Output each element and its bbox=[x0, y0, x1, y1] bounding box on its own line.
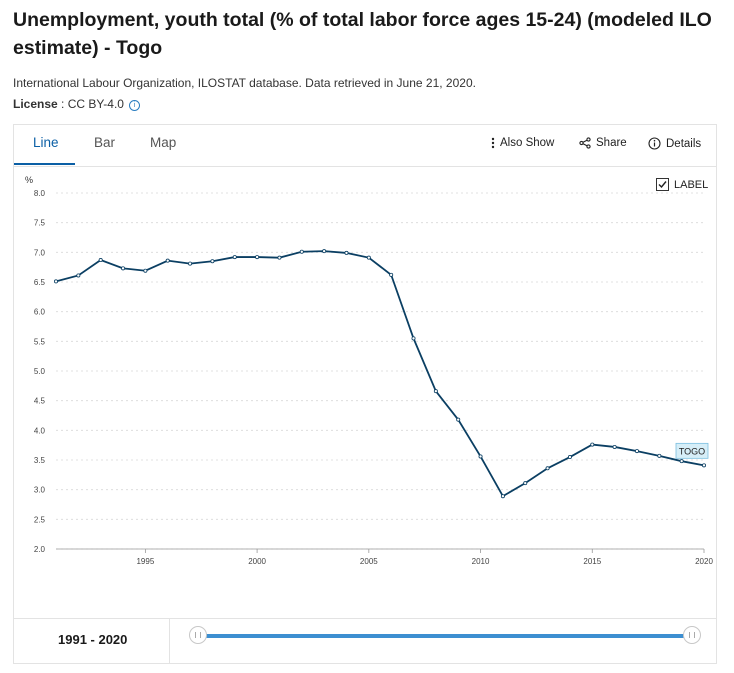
range-slider-end-handle[interactable] bbox=[683, 626, 701, 644]
y-tick-label: 4.0 bbox=[34, 426, 46, 435]
y-axis-ticks: 2.0 2.5 3.0 3.5 4.0 4.5 5.0 5.5 6.0 6.5 7.0 7.5 8.0 bbox=[34, 189, 46, 554]
series-label-box bbox=[675, 442, 709, 459]
data-point bbox=[567, 455, 572, 460]
y-tick-label: 5.5 bbox=[34, 337, 46, 346]
license: License : CC BY-4.0 i bbox=[13, 97, 140, 111]
data-point bbox=[523, 481, 528, 486]
x-tick-label: 2005 bbox=[360, 557, 378, 566]
y-tick-label: 4.5 bbox=[34, 397, 46, 406]
data-point bbox=[277, 255, 282, 260]
data-point bbox=[545, 466, 550, 471]
data-point bbox=[366, 255, 371, 260]
checkmark-icon bbox=[658, 181, 667, 189]
license-value: : CC BY-4.0 bbox=[57, 97, 124, 111]
data-point bbox=[344, 250, 349, 255]
data-point bbox=[657, 453, 662, 458]
label-toggle[interactable]: LABEL bbox=[656, 178, 708, 191]
data-point bbox=[210, 259, 215, 264]
series-line-togo bbox=[55, 250, 705, 498]
data-point bbox=[188, 261, 193, 266]
y-tick-label: 6.0 bbox=[34, 308, 46, 317]
page-title: Unemployment, youth total (% of total la… bbox=[13, 9, 712, 59]
data-point bbox=[232, 255, 237, 260]
y-tick-label: 3.5 bbox=[34, 456, 46, 465]
data-point bbox=[98, 258, 103, 263]
tab-bar-chart[interactable]: Bar bbox=[94, 135, 116, 150]
data-point bbox=[299, 249, 304, 254]
y-tick-label: 5.0 bbox=[34, 367, 46, 376]
data-points bbox=[54, 249, 707, 499]
data-point bbox=[679, 459, 684, 464]
series-label-togo: TOGO bbox=[675, 442, 709, 459]
label-checkbox[interactable] bbox=[656, 178, 669, 191]
data-point bbox=[590, 442, 595, 447]
vertical-dots-icon bbox=[491, 137, 495, 149]
active-tab-indicator bbox=[14, 163, 75, 165]
data-point bbox=[411, 336, 416, 341]
tab-line[interactable]: Line bbox=[33, 135, 59, 150]
chart-panel: Line Bar Map Also Show Share Details % 2… bbox=[13, 124, 717, 664]
range-bar: 1991 - 2020 bbox=[14, 618, 716, 664]
grip-icon bbox=[195, 632, 201, 638]
range-divider bbox=[169, 619, 170, 664]
info-icon[interactable]: i bbox=[128, 100, 140, 111]
y-tick-label: 7.5 bbox=[34, 219, 46, 228]
data-point bbox=[433, 389, 438, 394]
x-tick-label: 2000 bbox=[248, 557, 266, 566]
x-tick-label: 2010 bbox=[472, 557, 490, 566]
data-point bbox=[121, 266, 126, 271]
y-tick-label: 8.0 bbox=[34, 189, 46, 198]
y-axis-unit: % bbox=[25, 175, 33, 185]
y-tick-label: 6.5 bbox=[34, 278, 46, 287]
y-tick-label: 2.0 bbox=[34, 545, 46, 554]
share-button[interactable]: Share bbox=[579, 137, 627, 149]
details-label: Details bbox=[666, 137, 702, 150]
range-slider-start-handle[interactable] bbox=[189, 626, 207, 644]
also-show-label: Also Show bbox=[500, 137, 555, 149]
data-point bbox=[165, 258, 170, 263]
data-point bbox=[702, 463, 707, 468]
tab-map[interactable]: Map bbox=[150, 135, 177, 150]
range-slider-track[interactable] bbox=[198, 634, 692, 638]
x-tick-label: 2020 bbox=[695, 557, 713, 566]
share-icon bbox=[579, 137, 591, 149]
also-show-button[interactable]: Also Show bbox=[491, 137, 554, 149]
gridlines bbox=[56, 192, 704, 550]
x-tick-label: 1995 bbox=[136, 557, 154, 566]
range-label: 1991 - 2020 bbox=[58, 632, 128, 647]
y-tick-label: 3.0 bbox=[34, 486, 46, 495]
grip-icon bbox=[689, 632, 695, 638]
x-axis-ticks: 1995 2000 2005 2010 2015 2020 bbox=[56, 548, 713, 566]
tab-bar: Line Bar Map Also Show Share Details bbox=[14, 125, 716, 167]
info-circle-icon bbox=[648, 137, 661, 150]
data-point bbox=[612, 444, 617, 449]
data-point bbox=[76, 273, 81, 278]
license-label: License bbox=[13, 97, 58, 111]
data-point bbox=[54, 279, 59, 284]
series-label-text: TOGO bbox=[679, 446, 705, 456]
data-point bbox=[500, 494, 505, 499]
data-point bbox=[255, 255, 260, 260]
data-point bbox=[322, 249, 327, 254]
y-tick-label: 2.5 bbox=[34, 515, 46, 524]
data-point bbox=[456, 417, 461, 422]
data-point bbox=[143, 268, 148, 273]
data-point bbox=[389, 272, 394, 277]
data-point bbox=[478, 454, 483, 459]
y-tick-label: 7.0 bbox=[34, 248, 46, 257]
data-source: International Labour Organization, ILOST… bbox=[13, 76, 476, 90]
label-toggle-text: LABEL bbox=[674, 178, 709, 191]
details-button[interactable]: Details bbox=[648, 137, 701, 150]
x-tick-label: 2015 bbox=[583, 557, 601, 566]
share-label: Share bbox=[596, 137, 627, 149]
data-point bbox=[634, 449, 639, 454]
line-chart: % 2.0 2.5 3.0 3.5 4.0 4.5 5.0 5.5 6.0 6.5 7.0 7.5 8.… bbox=[25, 175, 713, 566]
